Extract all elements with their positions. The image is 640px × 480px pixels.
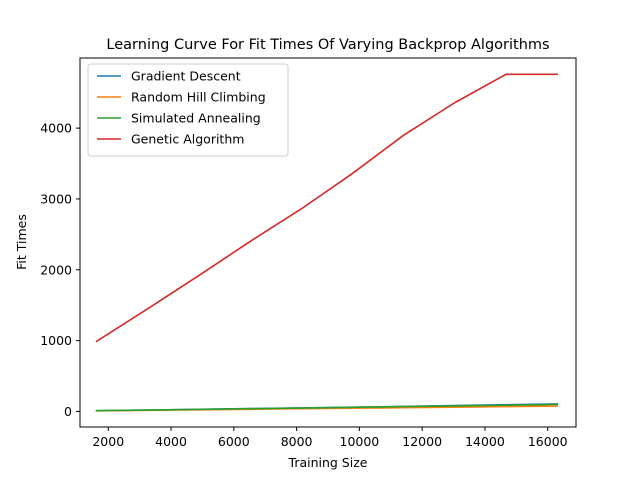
x-tick-label: 10000	[340, 434, 380, 449]
x-axis-label: Training Size	[288, 455, 368, 470]
plot-frame	[79, 57, 577, 428]
series-line-3	[95, 73, 558, 343]
x-tick-label: 4000	[155, 434, 187, 449]
legend: Gradient Descent Random Hill Climbing Simu…	[87, 63, 289, 157]
y-tick-label: 0	[64, 404, 72, 419]
x-tick-label: 2000	[92, 434, 124, 449]
y-tick-label: 2000	[40, 262, 72, 277]
chart-title: Learning Curve For Fit Times Of Varying …	[106, 37, 549, 53]
x-tick-label: 6000	[218, 434, 250, 449]
x-tick-label: 12000	[402, 434, 442, 449]
y-tick-label: 1000	[40, 333, 72, 348]
plot-lines	[95, 73, 558, 412]
x-tick-label: 14000	[465, 434, 505, 449]
legend-label-1: Random Hill Climbing	[131, 90, 266, 105]
y-axis: 0 1000 2000 3000 4000	[40, 121, 80, 419]
x-tick-label: 8000	[281, 434, 313, 449]
legend-box	[87, 63, 289, 157]
legend-label-0: Gradient Descent	[131, 69, 241, 84]
y-axis-label: Fit Times	[14, 214, 29, 270]
series-line-2	[95, 403, 558, 412]
x-tick-label: 16000	[528, 434, 568, 449]
x-axis: 2000 4000 6000 8000 10000 12000 14000 16000	[92, 427, 568, 449]
legend-label-2: Simulated Annealing	[131, 111, 261, 126]
y-tick-label: 3000	[40, 191, 72, 206]
y-tick-label: 4000	[40, 121, 72, 136]
legend-label-3: Genetic Algorithm	[131, 132, 244, 147]
